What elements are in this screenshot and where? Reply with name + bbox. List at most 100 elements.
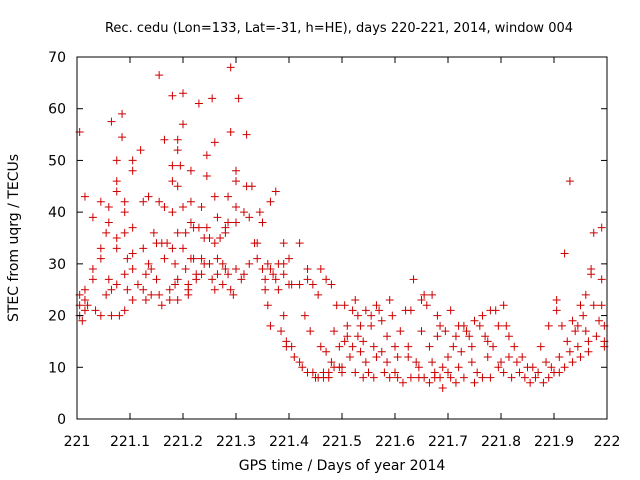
data-point <box>112 234 121 242</box>
data-point <box>531 373 540 382</box>
data-point <box>340 301 349 310</box>
data-point <box>271 275 280 284</box>
x-tick-label: 221.3 <box>216 434 256 450</box>
data-point <box>536 342 545 351</box>
data-point <box>377 316 386 325</box>
data-point <box>277 327 286 336</box>
data-point <box>232 166 240 175</box>
data-point <box>118 133 127 142</box>
data-point <box>454 363 463 372</box>
data-point <box>372 301 381 310</box>
data-point <box>369 342 378 351</box>
data-point <box>253 239 262 248</box>
data-point <box>409 275 418 284</box>
data-point <box>107 311 116 320</box>
data-point <box>417 327 426 336</box>
data-point <box>451 378 460 387</box>
data-point <box>232 177 240 186</box>
data-point <box>322 275 331 284</box>
data-point <box>560 363 569 372</box>
data-point <box>80 306 89 315</box>
data-point <box>242 130 251 139</box>
data-point <box>194 223 203 232</box>
data-point <box>428 290 437 299</box>
data-point <box>139 197 148 206</box>
data-point <box>308 368 317 377</box>
data-point <box>107 285 116 294</box>
data-point <box>327 358 336 367</box>
data-point <box>494 321 503 330</box>
data-point <box>475 321 484 330</box>
data-point <box>526 378 535 387</box>
data-point <box>295 239 304 248</box>
data-point <box>123 285 132 294</box>
data-point <box>221 265 230 274</box>
data-point <box>557 321 566 330</box>
data-point <box>208 94 217 103</box>
data-point <box>515 368 524 377</box>
data-point <box>80 285 89 294</box>
data-point <box>597 223 606 232</box>
data-point <box>181 265 190 274</box>
data-point <box>147 290 156 299</box>
data-point <box>446 306 455 315</box>
data-point <box>88 213 97 222</box>
data-point <box>404 352 413 361</box>
data-point <box>136 146 145 155</box>
data-point <box>266 265 275 274</box>
data-point <box>285 254 293 263</box>
data-point <box>80 192 89 201</box>
data-point <box>353 332 362 341</box>
x-tick-label: 221.6 <box>375 434 415 450</box>
data-point <box>494 363 503 372</box>
data-point <box>210 285 219 294</box>
data-point <box>202 171 211 180</box>
data-point <box>367 321 376 330</box>
data-point <box>483 337 492 346</box>
data-point <box>473 368 482 377</box>
data-point <box>120 306 129 315</box>
data-point <box>263 259 272 268</box>
data-point <box>391 368 399 377</box>
data-point <box>372 352 381 361</box>
y-tick-label: 70 <box>48 50 66 66</box>
data-point <box>359 373 368 382</box>
data-point <box>499 301 508 310</box>
data-point <box>245 213 254 222</box>
data-point <box>112 177 121 186</box>
data-point <box>120 270 129 279</box>
data-point <box>396 327 405 336</box>
data-point <box>444 368 452 377</box>
data-point <box>269 270 278 279</box>
data-point <box>221 228 230 237</box>
data-point <box>587 270 596 279</box>
data-point <box>486 373 495 382</box>
data-point <box>255 208 264 217</box>
data-point <box>197 202 206 211</box>
data-point <box>348 306 357 315</box>
data-point <box>451 332 460 341</box>
data-point <box>155 197 164 206</box>
data-point <box>327 280 336 289</box>
data-point <box>359 337 368 346</box>
data-point <box>316 265 325 274</box>
data-point <box>470 316 479 325</box>
data-point <box>176 161 185 170</box>
data-point <box>186 197 195 206</box>
data-point <box>467 358 476 367</box>
y-tick-label: 60 <box>48 102 66 118</box>
data-point <box>120 208 129 217</box>
data-point <box>173 135 182 144</box>
data-point <box>436 321 445 330</box>
data-point <box>483 352 492 361</box>
data-point <box>345 352 354 361</box>
data-point <box>303 265 312 274</box>
data-point <box>369 373 378 382</box>
data-point <box>576 301 585 310</box>
data-point <box>287 280 296 289</box>
data-point <box>338 368 346 377</box>
data-point <box>478 373 487 382</box>
data-point <box>239 208 248 217</box>
data-point <box>218 259 227 268</box>
